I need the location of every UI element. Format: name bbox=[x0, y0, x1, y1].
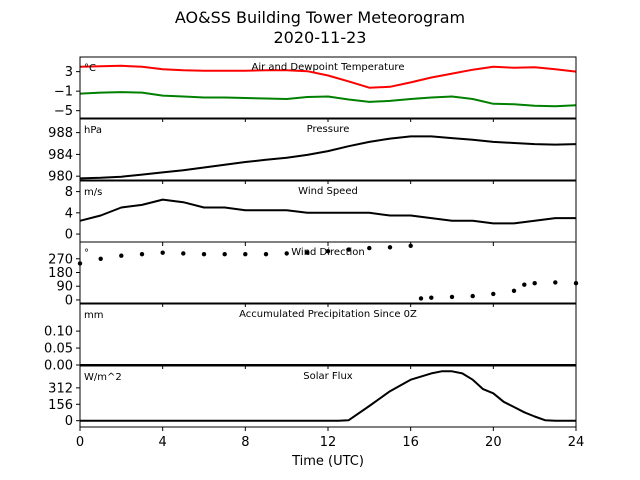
data-point bbox=[532, 281, 537, 286]
x-tick-label: 16 bbox=[402, 435, 419, 450]
y-tick-label: 0 bbox=[65, 228, 73, 243]
data-point bbox=[408, 243, 413, 248]
data-point bbox=[511, 288, 517, 293]
data-point bbox=[491, 291, 496, 297]
x-tick-label: 20 bbox=[485, 435, 502, 450]
panel-title: Solar Flux bbox=[303, 371, 353, 382]
x-axis-label: Time (UTC) bbox=[291, 454, 364, 469]
data-point bbox=[553, 280, 558, 285]
data-point bbox=[305, 250, 310, 255]
series-line-5-0 bbox=[80, 370, 576, 422]
data-point bbox=[243, 252, 248, 257]
data-point bbox=[387, 245, 393, 250]
series-line-0-0 bbox=[79, 64, 577, 89]
x-tick-label: 24 bbox=[568, 435, 585, 450]
data-point bbox=[325, 249, 331, 254]
y-tick-label: 0 bbox=[65, 293, 73, 308]
panel-unit: hPa bbox=[84, 125, 102, 136]
data-point bbox=[522, 282, 527, 287]
y-tick-label: 3 bbox=[65, 65, 73, 80]
y-tick-label: 312 bbox=[48, 381, 73, 396]
y-tick-label: 156 bbox=[48, 398, 73, 413]
data-point bbox=[449, 294, 455, 300]
series-line-2-0 bbox=[79, 198, 576, 225]
y-tick-label: 980 bbox=[48, 170, 73, 185]
y-tick-label: −1 bbox=[54, 85, 73, 100]
panel-unit: ° bbox=[84, 248, 89, 259]
panel-unit: W/m^2 bbox=[84, 372, 122, 383]
x-tick-label: 4 bbox=[159, 435, 167, 450]
y-tick-label: 8 bbox=[65, 185, 73, 200]
x-tick-label: 12 bbox=[320, 435, 337, 450]
data-point bbox=[98, 256, 103, 261]
y-tick-label: 0.05 bbox=[44, 342, 73, 357]
panel-unit: mm bbox=[84, 310, 103, 321]
data-point bbox=[367, 245, 372, 251]
data-point bbox=[263, 252, 269, 257]
figure-subtitle: 2020-11-23 bbox=[273, 28, 367, 47]
data-point bbox=[160, 250, 165, 255]
data-point bbox=[418, 296, 424, 301]
data-point bbox=[470, 293, 475, 299]
y-tick-label: 0.10 bbox=[44, 325, 73, 340]
y-tick-label: 0.00 bbox=[44, 359, 73, 374]
data-point bbox=[119, 253, 124, 258]
y-tick-label: 988 bbox=[48, 126, 73, 141]
data-point bbox=[181, 251, 186, 256]
panel-unit: °C bbox=[84, 63, 96, 74]
data-point bbox=[201, 252, 207, 257]
data-point bbox=[346, 247, 351, 252]
x-tick-label: 0 bbox=[76, 435, 84, 450]
y-tick-label: −5 bbox=[54, 104, 73, 119]
panel-title: Pressure bbox=[307, 124, 350, 135]
y-tick-label: 4 bbox=[65, 206, 73, 221]
x-tick-label: 8 bbox=[241, 435, 249, 450]
y-tick-label: 0 bbox=[65, 414, 73, 429]
panel-title: Wind Speed bbox=[298, 186, 358, 197]
data-point bbox=[222, 252, 227, 257]
y-tick-label: 270 bbox=[48, 252, 73, 267]
y-tick-label: 180 bbox=[48, 266, 73, 281]
panel-title: Air and Dewpoint Temperature bbox=[252, 62, 405, 73]
figure-title: AO&SS Building Tower Meteorogram bbox=[174, 8, 466, 27]
panel-title: Accumulated Precipitation Since 0Z bbox=[239, 309, 417, 320]
panel-unit: m/s bbox=[84, 187, 102, 198]
series-line-0-1 bbox=[79, 91, 577, 108]
y-tick-label: 90 bbox=[56, 280, 73, 295]
data-point bbox=[429, 295, 434, 300]
y-tick-label: 984 bbox=[48, 148, 73, 163]
data-point bbox=[139, 252, 145, 257]
panel-title: Wind Direction bbox=[291, 247, 365, 258]
data-point bbox=[284, 251, 289, 256]
series-line-1-0 bbox=[79, 135, 577, 180]
